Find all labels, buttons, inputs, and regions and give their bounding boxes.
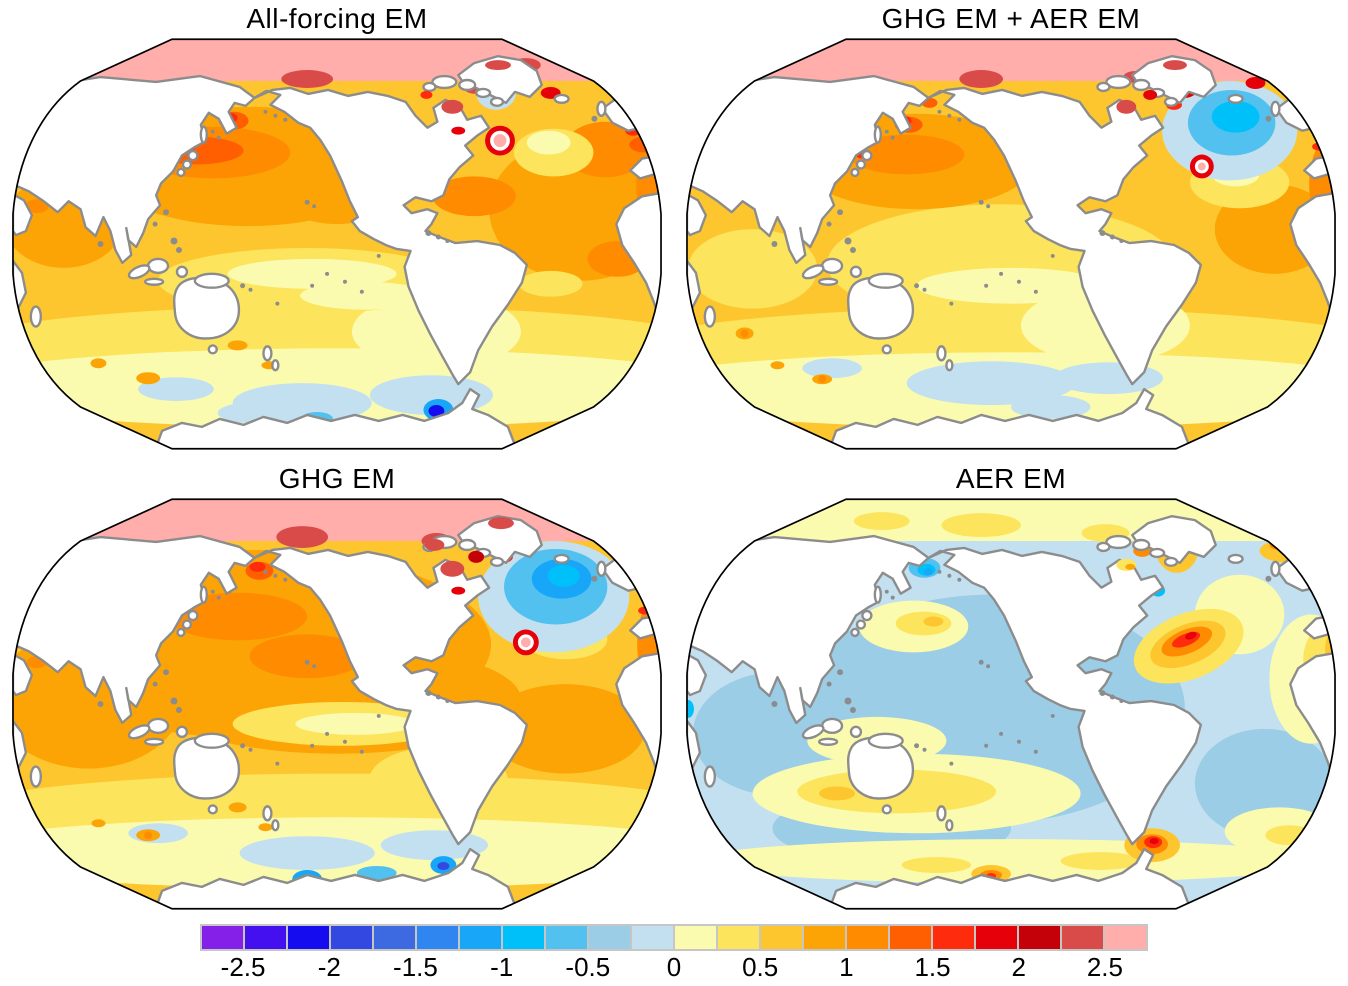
colorbar-cell bbox=[933, 926, 974, 949]
panel-ghg-plus-aer: GHG EM + AER EM bbox=[674, 0, 1348, 460]
colorbar-tick-label: -1 bbox=[490, 952, 514, 982]
colorbar-tick-label: 2.5 bbox=[1086, 952, 1123, 982]
colorbar-cell bbox=[761, 926, 802, 949]
colorbar-cell bbox=[245, 926, 286, 949]
map-svg-ghg bbox=[12, 498, 662, 910]
panel-title: GHG EM + AER EM bbox=[881, 3, 1141, 34]
colorbar-cell bbox=[976, 926, 1017, 949]
colorbar-cell bbox=[589, 926, 630, 949]
map-ghg-plus-aer bbox=[683, 35, 1339, 453]
colorbar-cell bbox=[847, 926, 888, 949]
colorbar-tick-label: -0.5 bbox=[565, 952, 611, 982]
panel-title: GHG EM bbox=[278, 463, 396, 494]
panel-ghg: GHG EM bbox=[0, 460, 674, 912]
colorbar-tick-label: 0.5 bbox=[742, 952, 779, 982]
colorbar-cell bbox=[890, 926, 931, 949]
map-svg-ghg-plus-aer bbox=[686, 38, 1336, 450]
colorbar-cell bbox=[331, 926, 372, 949]
colorbar-cell bbox=[460, 926, 501, 949]
panel-all-forcing: All-forcing EM bbox=[0, 0, 674, 460]
map-all-forcing bbox=[9, 35, 665, 453]
colorbar-tick-label: 1.5 bbox=[914, 952, 951, 982]
colorbar-cell bbox=[503, 926, 544, 949]
colorbar-cell bbox=[546, 926, 587, 949]
colorbar-tick-label: 0 bbox=[666, 952, 682, 982]
map-aer bbox=[683, 495, 1339, 913]
map-svg-aer bbox=[686, 498, 1336, 910]
colorbar-tick-label: 2 bbox=[1011, 952, 1026, 982]
colorbar-cell bbox=[1105, 926, 1146, 949]
colorbar-tick-label: 1 bbox=[839, 952, 854, 982]
panel-title: AER EM bbox=[955, 463, 1067, 494]
colorbar-cell bbox=[675, 926, 716, 949]
colorbar-cell bbox=[632, 926, 673, 949]
colorbar-cell bbox=[202, 926, 243, 949]
colorbar-tick-label: -2 bbox=[317, 952, 341, 982]
map-svg-all-forcing bbox=[12, 38, 662, 450]
colorbar-ticks: -2.5 -2 -1.5 -1 -0.5 0 0.5 1 1.5 2 2.5 bbox=[200, 951, 1148, 983]
colorbar-cell bbox=[1062, 926, 1103, 949]
colorbar-tick-label: -2.5 bbox=[220, 952, 266, 982]
colorbar-cells bbox=[200, 924, 1148, 951]
colorbar-cell bbox=[288, 926, 329, 949]
panel-grid: All-forcing EM bbox=[0, 0, 1348, 912]
panel-aer: AER EM bbox=[674, 460, 1348, 912]
colorbar-cell bbox=[374, 926, 415, 949]
map-ghg bbox=[9, 495, 665, 913]
colorbar-cell bbox=[718, 926, 759, 949]
panel-title: All-forcing EM bbox=[246, 3, 428, 34]
colorbar-cell bbox=[417, 926, 458, 949]
colorbar-cell bbox=[804, 926, 845, 949]
colorbar-cell bbox=[1019, 926, 1060, 949]
colorbar-tick-label: -1.5 bbox=[393, 952, 438, 982]
